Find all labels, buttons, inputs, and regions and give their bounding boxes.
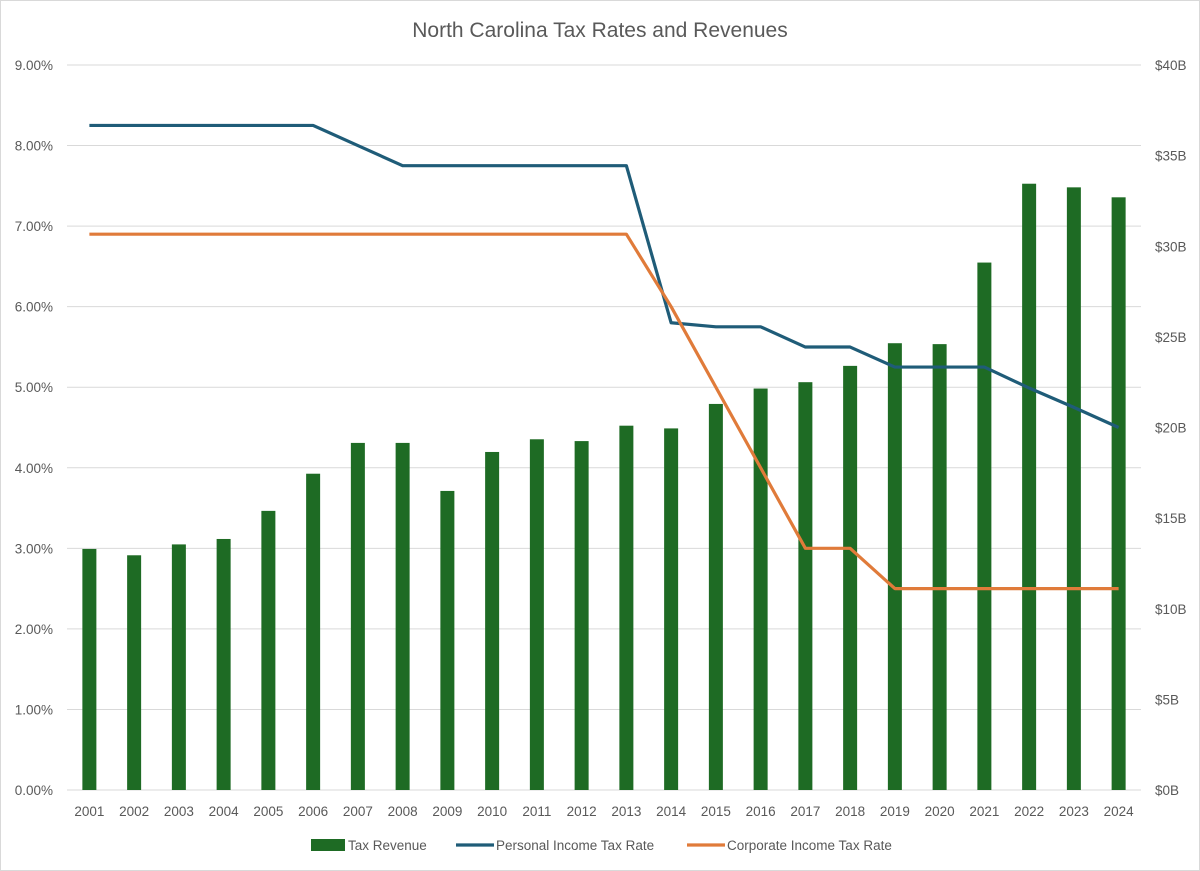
- revenue-bar: [529, 439, 544, 790]
- right-axis-tick-label: $5B: [1155, 692, 1179, 707]
- revenue-bar: [395, 442, 410, 790]
- right-axis-tick-label: $15B: [1155, 511, 1187, 526]
- left-axis-tick-label: 2.00%: [15, 622, 53, 637]
- gridlines: [67, 64, 1141, 791]
- x-axis-tick-label: 2014: [656, 804, 687, 819]
- right-axis-tick-label: $35B: [1155, 149, 1187, 164]
- x-axis-tick-label: 2010: [477, 804, 507, 819]
- revenue-bar: [171, 544, 186, 790]
- revenue-bar: [1022, 183, 1037, 790]
- legend-label-corporate-income-tax-rate: Corporate Income Tax Rate: [727, 838, 892, 853]
- revenue-bar: [932, 344, 947, 790]
- x-axis-tick-label: 2019: [880, 804, 910, 819]
- left-axis-ticks: 0.00% 1.00% 2.00% 3.00% 4.00% 5.00% 6.00% 7.00%…: [15, 58, 53, 798]
- x-axis-tick-label: 2006: [298, 804, 328, 819]
- right-axis-tick-label: $10B: [1155, 602, 1187, 617]
- left-axis-tick-label: 5.00%: [15, 380, 53, 395]
- x-axis-tick-label: 2018: [835, 804, 865, 819]
- x-axis-tick-label: 2003: [164, 804, 194, 819]
- x-axis-tick-label: 2004: [209, 804, 240, 819]
- x-axis-ticks: 2001 2002 2003 2004 2005 2006 2007 2008 2009 2010…: [74, 804, 1134, 819]
- x-axis-tick-label: 2022: [1014, 804, 1044, 819]
- x-axis-tick-label: 2017: [790, 804, 820, 819]
- x-axis-tick-label: 2012: [567, 804, 597, 819]
- revenue-bar: [708, 403, 723, 790]
- revenue-bar: [798, 382, 813, 790]
- revenue-bar: [1111, 197, 1126, 790]
- left-axis-tick-label: 9.00%: [15, 58, 53, 73]
- right-axis-tick-label: $30B: [1155, 239, 1187, 254]
- revenue-bar: [127, 555, 142, 790]
- x-axis-tick-label: 2015: [701, 804, 731, 819]
- revenue-bar: [306, 473, 321, 790]
- x-axis-tick-label: 2002: [119, 804, 149, 819]
- left-axis-tick-label: 1.00%: [15, 702, 53, 717]
- rate-lines: [89, 123, 1120, 591]
- left-axis-tick-label: 3.00%: [15, 541, 53, 556]
- left-axis-tick-label: 4.00%: [15, 461, 53, 476]
- left-axis-tick-label: 0.00%: [15, 783, 53, 798]
- revenue-bar: [619, 425, 634, 790]
- left-axis-tick-label: 6.00%: [15, 300, 53, 315]
- right-axis-ticks: $0B $5B $10B $15B $20B $25B $30B $35B $40B: [1155, 58, 1187, 798]
- revenue-bar: [664, 428, 679, 790]
- right-axis-tick-label: $0B: [1155, 783, 1179, 798]
- right-axis-tick-label: $20B: [1155, 421, 1187, 436]
- legend-label-tax-revenue: Tax Revenue: [348, 838, 427, 853]
- revenue-bar: [977, 262, 992, 790]
- revenue-bar: [440, 490, 455, 790]
- legend-swatch-tax-revenue: [311, 839, 345, 851]
- legend: Tax Revenue Personal Income Tax Rate Corpo…: [311, 838, 892, 853]
- x-axis-tick-label: 2023: [1059, 804, 1089, 819]
- x-axis-tick-label: 2008: [388, 804, 418, 819]
- x-axis-tick-label: 2021: [969, 804, 999, 819]
- left-axis-tick-label: 7.00%: [15, 219, 53, 234]
- right-axis-tick-label: $40B: [1155, 58, 1187, 73]
- left-axis-tick-label: 8.00%: [15, 139, 53, 154]
- revenue-bar: [216, 538, 231, 790]
- corporate-income-tax-rate-line: [89, 232, 1119, 591]
- revenue-bar: [574, 441, 589, 790]
- legend-label-personal-income-tax-rate: Personal Income Tax Rate: [496, 838, 654, 853]
- revenue-bars: [82, 183, 1126, 790]
- x-axis-tick-label: 2011: [522, 804, 551, 819]
- revenue-bar: [485, 451, 500, 790]
- chart-title: North Carolina Tax Rates and Revenues: [412, 19, 788, 42]
- x-axis-tick-label: 2013: [611, 804, 641, 819]
- x-axis-tick-label: 2005: [253, 804, 283, 819]
- revenue-bar: [843, 365, 858, 790]
- revenue-bar: [753, 388, 768, 790]
- x-axis-tick-label: 2009: [432, 804, 462, 819]
- x-axis-tick-label: 2007: [343, 804, 373, 819]
- revenue-bar: [261, 510, 276, 790]
- revenue-bar: [350, 442, 365, 790]
- revenue-bar: [82, 548, 97, 790]
- right-axis-tick-label: $25B: [1155, 330, 1187, 345]
- revenue-bar: [1066, 187, 1081, 790]
- x-axis-tick-label: 2001: [74, 804, 104, 819]
- x-axis-tick-label: 2016: [746, 804, 776, 819]
- revenue-bar: [887, 343, 902, 790]
- x-axis-tick-label: 2020: [925, 804, 955, 819]
- personal-income-tax-rate-line: [89, 123, 1120, 429]
- x-axis-tick-label: 2024: [1104, 804, 1135, 819]
